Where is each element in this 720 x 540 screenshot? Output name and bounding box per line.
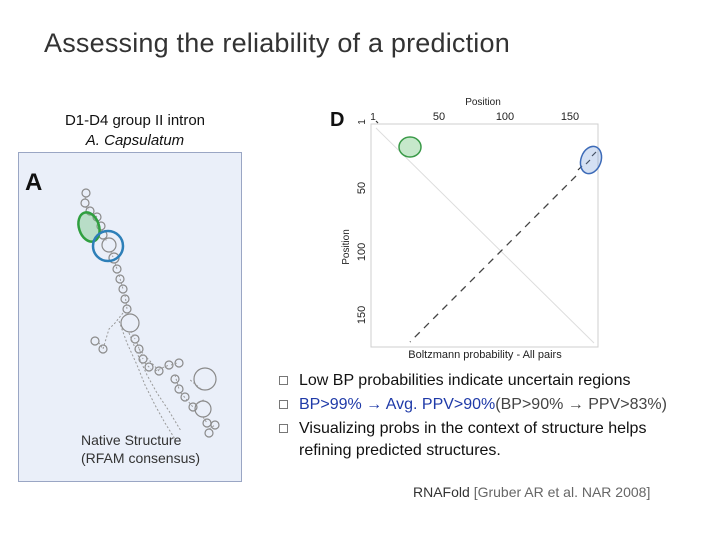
left-tick-50: 50 [356,182,368,194]
bullet-text-1: Low BP probabilities indicate uncertain … [299,372,631,389]
bullet-box-icon [279,376,288,385]
bullet-text-3a: Visualizing probs in the context of stru… [299,420,647,437]
top-tick-100: 100 [496,111,514,123]
bullet-visualizing: Visualizing probs in the context of stru… [279,418,719,462]
top-tick-150: 150 [561,111,579,123]
caption-species: A. Capsulatum [85,132,185,149]
dot-plot-panel: D Position 1 50 100 150 Position 1 50 10… [330,92,620,367]
bullet-ppv: BP>99% → Avg. PPV>90%(BP>90% → PPV>83%) [279,394,719,416]
caption-line-1: D1-D4 group II intron [64,112,206,129]
slide-title: Assessing the reliability of a predictio… [44,28,510,58]
green-region-marker [398,136,422,158]
bullet-text-2a: BP>99% → Avg. PPV>90% [299,396,496,413]
bullet-list: Low BP probabilities indicate uncertain … [279,370,719,464]
native-structure-label: Native Structure (RFAM consensus) [81,431,231,467]
citation-ref: [Gruber AR et al. NAR 2008] [473,484,651,500]
left-tick-100: 100 [356,243,368,261]
left-axis-title: Position [341,229,352,265]
top-tick-50: 50 [433,111,445,123]
native-structure-panel: A Native Structure (RFAM consensus) [18,152,242,482]
citation-tool: RNAFold [413,484,470,500]
plot-diagonal [375,127,595,344]
native-line-1: Native Structure [81,432,182,448]
plot-bottom-title: Boltzmann probability - All pairs [408,349,562,361]
bullet-text-2b: (BP>90% → PPV>83%) [495,396,667,413]
bullet-text-3b: refining predicted structures. [299,442,501,459]
top-axis-title: Position [465,97,501,108]
bullet-box-icon [279,424,288,433]
blue-region-marker [579,145,603,175]
blue-highlight-circle [91,229,125,263]
panel-d-label: D [330,109,344,131]
left-tick-150: 150 [356,306,368,324]
panel-a-label: A [25,169,43,196]
green-highlight-ellipse [77,211,101,243]
dot-plot: D Position 1 50 100 150 Position 1 50 10… [330,97,603,361]
bullet-box-icon [279,400,288,409]
rna-structure-drawing [77,188,220,440]
left-tick-1: 1 [357,119,368,125]
native-line-2: (RFAM consensus) [81,450,201,466]
citation: RNAFold [Gruber AR et al. NAR 2008] [413,484,650,500]
top-tick-1: 1 [370,112,376,123]
bullet-uncertain: Low BP probabilities indicate uncertain … [279,370,719,392]
